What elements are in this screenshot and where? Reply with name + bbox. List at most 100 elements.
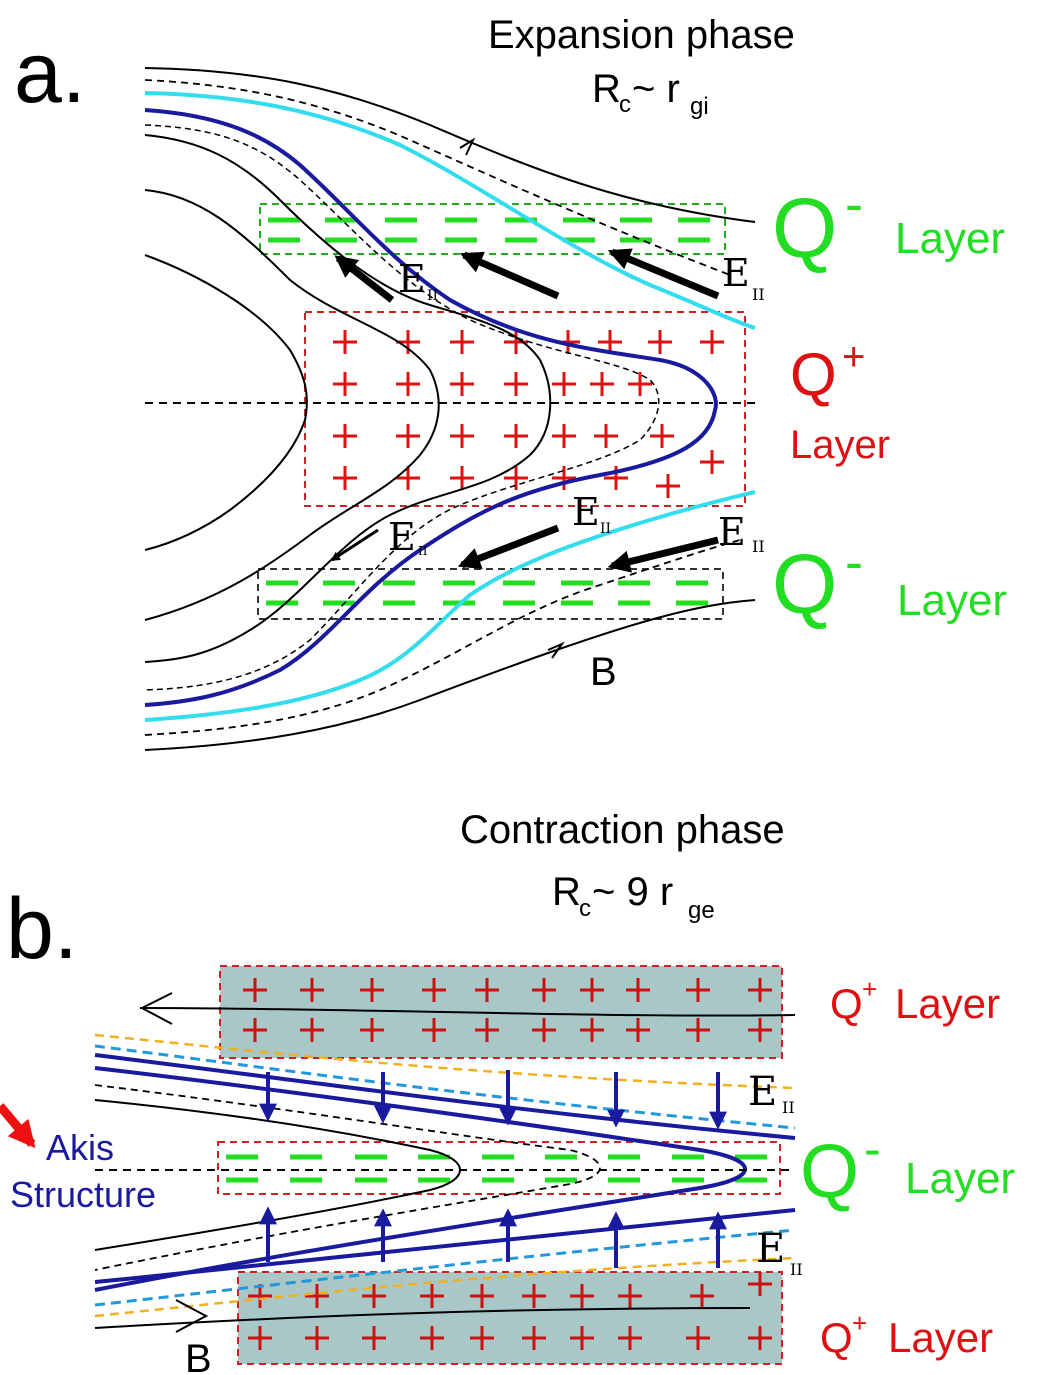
q-minus-layer-top-box (259, 203, 726, 255)
panel-a-radius-label: R c ~ r gi (592, 67, 709, 120)
q-minus-layer-bottom-box (257, 568, 724, 620)
panel-a: a. Expansion phase R c ~ r gi (14, 13, 1007, 751)
akis-pointer-arrow (0, 1103, 36, 1149)
svg-text:-: - (864, 1121, 881, 1177)
b-field-label-a: B (590, 650, 617, 694)
label-q-minus-bottom: Q - Layer (772, 532, 1007, 631)
field-line (144, 79, 731, 276)
svg-text:II: II (418, 544, 428, 558)
svg-text:II: II (427, 288, 438, 304)
e-field-arrow (607, 248, 720, 300)
svg-text:Q: Q (820, 1314, 853, 1361)
panel-b-title: Contraction phase (460, 808, 785, 852)
svg-text:~ r: ~ r (632, 67, 680, 111)
svg-text:E: E (398, 257, 426, 301)
svg-text:+: + (852, 1308, 867, 1338)
svg-text:Layer: Layer (897, 576, 1007, 625)
svg-text:Q: Q (790, 341, 837, 408)
label-q-plus: Q + Layer (790, 335, 890, 467)
field-line (144, 124, 660, 691)
svg-text:gi: gi (690, 93, 709, 120)
field-line (144, 539, 741, 736)
e-field-arrow (334, 255, 395, 303)
e-field-arrow-thin (330, 528, 379, 562)
svg-text:Q: Q (800, 1129, 859, 1214)
svg-text:Layer: Layer (895, 214, 1005, 263)
field-line (144, 254, 308, 551)
field-line (94, 1307, 751, 1329)
field-line (94, 1033, 796, 1090)
field-line (144, 134, 552, 663)
field-line (139, 1007, 796, 1017)
e-field-arrows-panel-b (259, 1070, 727, 1268)
svg-text:c: c (619, 91, 631, 118)
svg-text:R: R (552, 870, 581, 914)
svg-text:Q: Q (830, 980, 863, 1027)
field-direction-marker (459, 137, 476, 156)
akis-structure-label: Akis Structure (10, 1127, 156, 1215)
svg-text:E: E (572, 490, 600, 534)
svg-text:II: II (752, 285, 765, 304)
field-line (144, 490, 756, 722)
svg-text:E: E (718, 510, 746, 554)
e-labels-panel-b: E II E II (748, 1069, 803, 1279)
field-line (144, 91, 756, 330)
svg-text:R: R (592, 67, 621, 111)
e-field-arrow (457, 524, 560, 570)
svg-text:E: E (722, 251, 750, 295)
field-line (94, 1228, 796, 1307)
minus-signs-bottom (266, 580, 708, 606)
e-field-arrow (459, 251, 560, 300)
label-q-minus-middle: Q - Layer (800, 1121, 1015, 1214)
svg-text:+: + (862, 974, 877, 1004)
q-minus-layer-box (217, 1141, 781, 1195)
q-plus-layer-box (304, 311, 746, 507)
field-line (144, 599, 756, 751)
svg-text:Structure: Structure (10, 1174, 156, 1215)
svg-text:Layer: Layer (790, 423, 890, 467)
field-line (94, 1053, 796, 1140)
panel-b: b. Contraction phase R c ~ 9 r ge (0, 808, 1015, 1375)
field-lines-panel-b (94, 992, 796, 1333)
svg-text:+: + (842, 335, 865, 379)
svg-text:II: II (790, 1260, 803, 1279)
field-line (94, 1044, 796, 1130)
svg-text:E: E (748, 1069, 777, 1115)
plus-signs-top-box (243, 978, 772, 1042)
field-line (94, 1084, 601, 1271)
svg-text:E: E (756, 1226, 785, 1272)
svg-text:II: II (782, 1098, 795, 1117)
svg-text:Layer: Layer (905, 1154, 1015, 1203)
field-direction-marker (547, 641, 565, 659)
q-plus-layer-top-box (219, 965, 783, 1059)
label-q-minus-top: Q - Layer (772, 174, 1005, 275)
field-line (94, 1208, 796, 1284)
svg-text:ge: ge (688, 897, 715, 924)
label-q-plus-top: Q + Layer (830, 974, 1000, 1027)
svg-text:II: II (600, 521, 611, 537)
b-field-label-b: B (185, 1337, 212, 1375)
e-labels-panel-a: E II E II E II E II E II (388, 251, 765, 559)
minus-signs-middle-box (226, 1154, 767, 1183)
field-direction-marker (175, 1299, 209, 1333)
svg-text:Layer: Layer (895, 980, 1000, 1027)
e-field-arrow (607, 536, 719, 573)
field-line (144, 189, 440, 621)
panel-b-letter: b. (6, 881, 78, 977)
label-q-plus-bottom: Q + Layer (820, 1308, 993, 1361)
svg-text:E: E (388, 515, 416, 559)
plus-signs-bottom-box (248, 1272, 772, 1350)
field-line (144, 67, 756, 223)
panel-b-radius-label: R c ~ 9 r ge (552, 870, 715, 924)
svg-text:Akis: Akis (46, 1127, 114, 1168)
field-line (144, 108, 718, 707)
svg-text:Q: Q (772, 181, 837, 275)
e-field-arrows-panel-a (334, 248, 720, 573)
svg-text:-: - (845, 532, 863, 592)
svg-text:Q: Q (772, 537, 837, 631)
panel-a-title: Expansion phase (488, 13, 795, 57)
panel-a-letter: a. (14, 25, 86, 121)
svg-text:Layer: Layer (888, 1314, 993, 1361)
plus-signs-panel-a (333, 330, 724, 498)
svg-text:~ 9 r: ~ 9 r (592, 870, 673, 914)
